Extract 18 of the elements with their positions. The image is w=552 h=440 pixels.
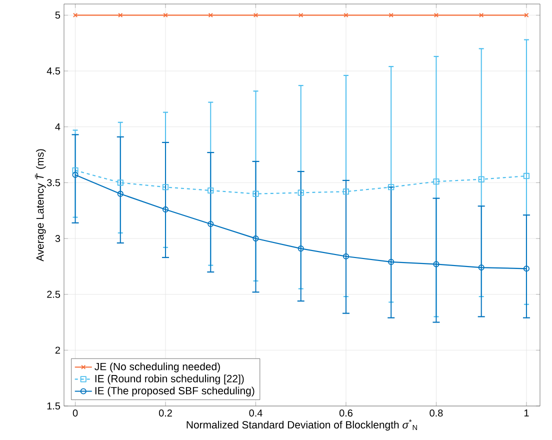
y-tick-label: 4.5 [46, 68, 60, 74]
legend-label: JE (No scheduling needed) [94, 362, 220, 372]
y-axis-title: Average Latency T̄ (ms) [35, 149, 46, 262]
y-tick-label: 2 [55, 346, 60, 354]
y-tick-label: 5 [55, 12, 60, 19]
y-tick-label: 3.5 [47, 179, 60, 186]
x-tick-label: 0.8 [430, 410, 443, 417]
y-tick-label: 1.5 [47, 402, 60, 410]
y-tick-label: 3 [55, 234, 60, 242]
x-tick-label: 0.2 [158, 410, 172, 417]
x-tick-label: 0.4 [249, 410, 262, 417]
legend-label: IE (Round robin scheduling [22]) [95, 374, 244, 384]
x-tick-label: 0 [72, 410, 78, 417]
y-tick-label: 2.5 [47, 290, 60, 298]
legend-label: IE (The proposed SBF scheduling) [95, 386, 254, 396]
x-tick-label: 1 [524, 410, 529, 416]
y-tick-label: 4 [55, 123, 60, 130]
x-tick-label: 0.6 [339, 410, 352, 417]
